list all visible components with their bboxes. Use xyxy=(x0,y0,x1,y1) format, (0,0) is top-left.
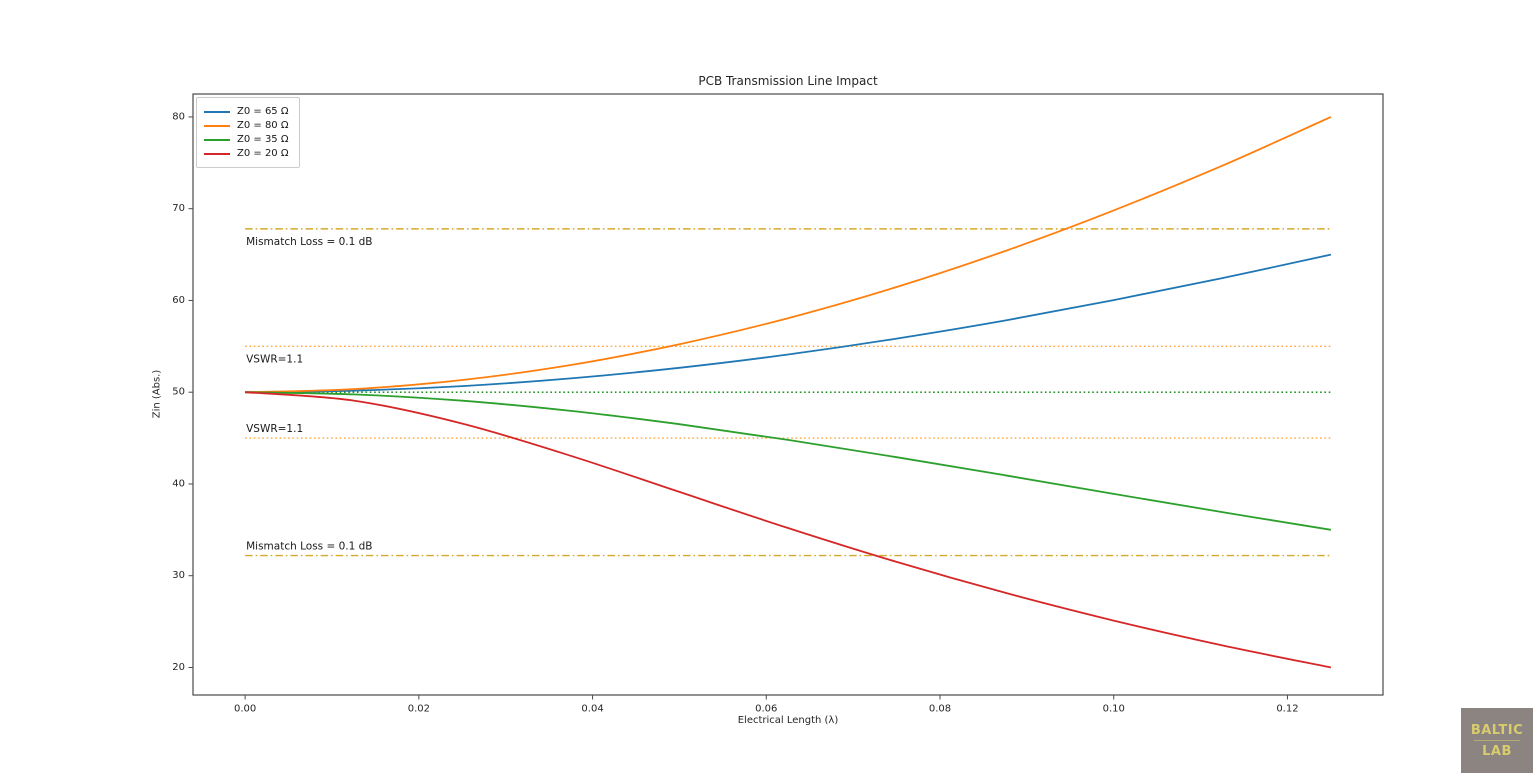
logo-line1: BALTIC xyxy=(1470,722,1524,738)
series-curve xyxy=(245,253,1332,394)
x-tick-label: 0.00 xyxy=(234,703,256,714)
x-tick-label: 0.04 xyxy=(581,703,603,714)
series-curve xyxy=(245,116,1332,394)
y-tick-label: 40 xyxy=(172,478,185,489)
legend: Z0 = 65 Ω Z0 = 80 Ω Z0 = 35 Ω Z0 = 20 Ω xyxy=(196,97,300,168)
legend-item: Z0 = 65 Ω xyxy=(204,106,289,117)
reference-line-label: VSWR=1.1 xyxy=(246,353,303,365)
y-tick-label: 30 xyxy=(172,570,185,581)
legend-label: Z0 = 20 Ω xyxy=(237,148,289,159)
legend-label: Z0 = 80 Ω xyxy=(237,120,289,131)
x-tick-label: 0.02 xyxy=(408,703,430,714)
series-curve xyxy=(245,391,1332,669)
legend-line-swatch xyxy=(204,124,230,127)
logo-divider xyxy=(1474,739,1520,741)
x-tick-label: 0.06 xyxy=(755,703,777,714)
legend-line-swatch xyxy=(204,110,230,113)
y-tick-label: 70 xyxy=(172,203,185,214)
baltic-lab-logo: BALTIC LAB xyxy=(1461,708,1533,773)
y-tick-label: 60 xyxy=(172,295,185,306)
x-tick-label: 0.08 xyxy=(929,703,951,714)
legend-item: Z0 = 20 Ω xyxy=(204,148,289,159)
y-tick-label: 80 xyxy=(172,111,185,122)
axes-frame xyxy=(192,93,1384,696)
y-axis-label: Zin (Abs.) xyxy=(151,369,163,419)
y-tick-label: 20 xyxy=(172,662,185,673)
reference-line-label: Mismatch Loss = 0.1 dB xyxy=(246,236,372,248)
chart-title: PCB Transmission Line Impact xyxy=(698,74,878,88)
legend-line-swatch xyxy=(204,138,230,141)
x-tick-label: 0.12 xyxy=(1276,703,1298,714)
x-tick-label: 0.10 xyxy=(1103,703,1125,714)
logo-line2: LAB xyxy=(1482,743,1512,759)
x-axis-label: Electrical Length (λ) xyxy=(737,715,839,726)
series-curve xyxy=(245,391,1332,531)
y-tick-label: 50 xyxy=(172,387,185,398)
reference-line-label: Mismatch Loss = 0.1 dB xyxy=(246,541,372,553)
legend-item: Z0 = 80 Ω xyxy=(204,120,289,131)
legend-line-swatch xyxy=(204,152,230,155)
legend-label: Z0 = 65 Ω xyxy=(237,106,289,117)
legend-label: Z0 = 35 Ω xyxy=(237,134,289,145)
legend-item: Z0 = 35 Ω xyxy=(204,134,289,145)
reference-line-label: VSWR=1.1 xyxy=(246,423,303,435)
